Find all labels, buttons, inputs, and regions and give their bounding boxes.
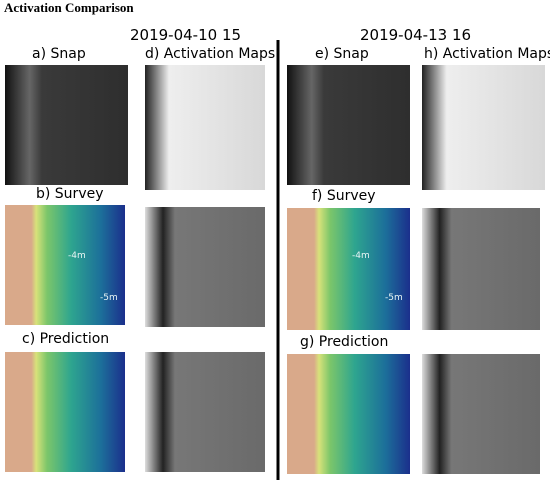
prediction-image xyxy=(287,354,410,474)
snap-image xyxy=(5,65,128,185)
contour-label: -5m xyxy=(385,293,403,303)
snap-image xyxy=(287,65,410,185)
contour-label: -5m xyxy=(100,293,118,303)
panel-label: e) Snap xyxy=(315,46,369,62)
activation-image xyxy=(422,65,545,190)
activation-image xyxy=(145,207,265,327)
panel-label: h) Activation Maps xyxy=(424,46,550,62)
panel-label: a) Snap xyxy=(32,46,86,62)
activation-image xyxy=(145,352,265,472)
activation-image xyxy=(422,208,540,330)
contour-label: -4m xyxy=(352,251,370,261)
survey-image xyxy=(5,205,125,325)
panel-label: f) Survey xyxy=(312,188,376,204)
date: 2019-04-10 15 xyxy=(130,26,241,44)
prediction-image xyxy=(5,352,125,472)
survey-image xyxy=(287,208,410,330)
title: Activation Comparison xyxy=(4,0,134,15)
panel-label: c) Prediction xyxy=(22,331,109,347)
activation-image xyxy=(422,354,540,474)
panel-label: g) Prediction xyxy=(300,334,388,350)
contour-label: -4m xyxy=(68,251,86,261)
date: 2019-04-13 16 xyxy=(360,26,471,44)
activation-image xyxy=(145,65,265,190)
panel-label: d) Activation Maps xyxy=(145,46,275,62)
panel-label: b) Survey xyxy=(36,186,104,202)
